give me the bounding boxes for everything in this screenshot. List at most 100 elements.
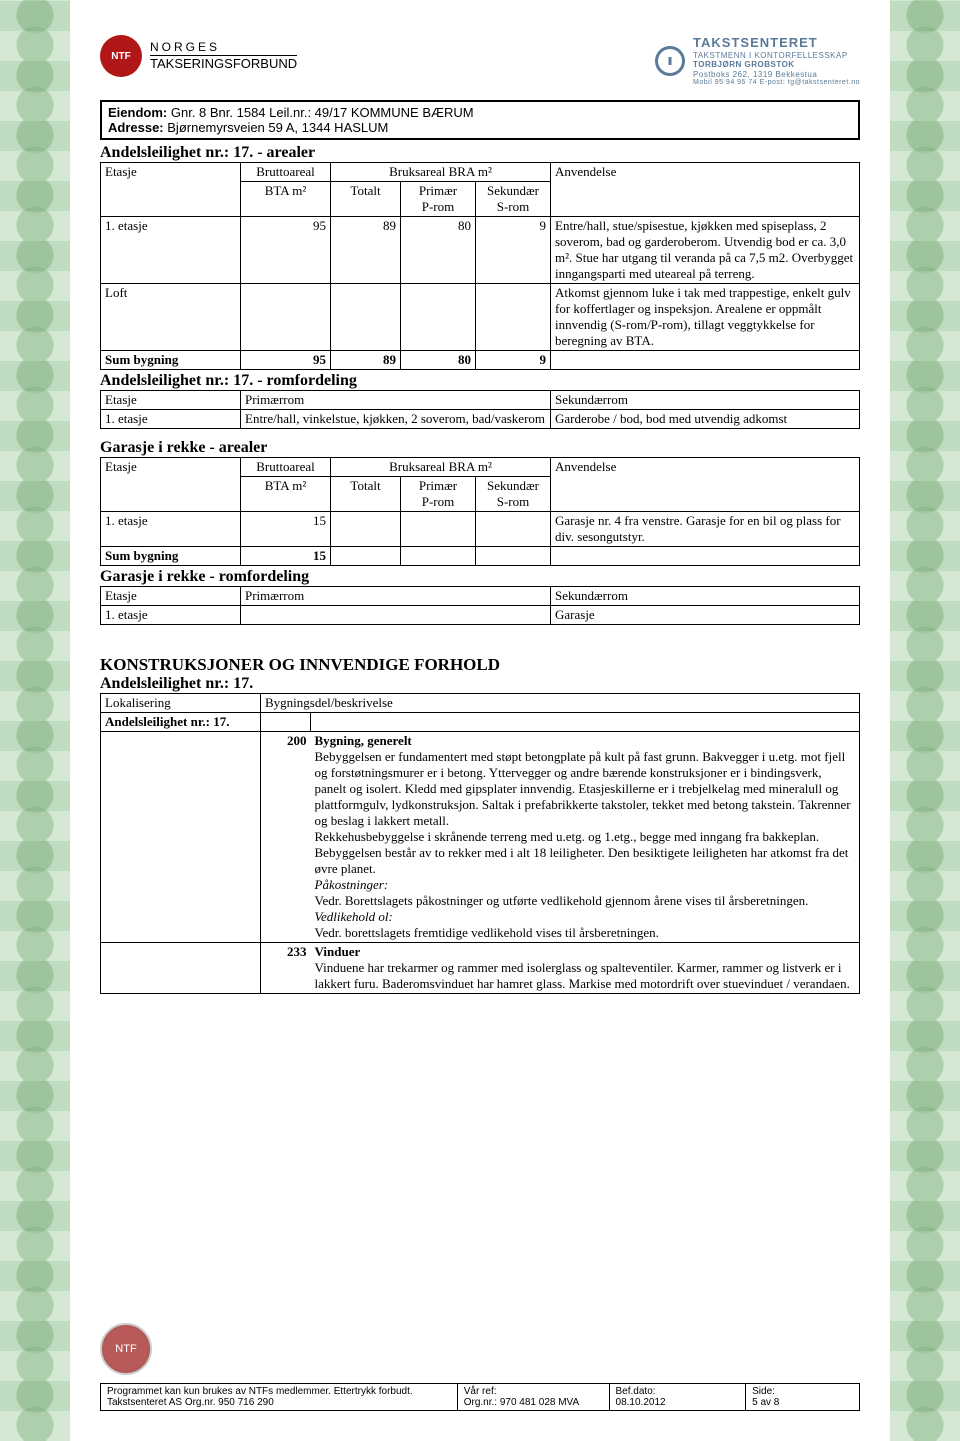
r1-etasje: 1. etasje bbox=[101, 216, 241, 283]
ntf-badge-icon bbox=[100, 35, 142, 77]
table-row: Lokalisering Bygningsdel/beskrivelse bbox=[101, 693, 860, 712]
konstr-table: Lokalisering Bygningsdel/beskrivelse And… bbox=[100, 693, 860, 994]
a2-h-primar: Primær P-rom bbox=[401, 476, 476, 511]
right-border-decor bbox=[890, 0, 960, 1441]
property-box: Eiendom: Gnr. 8 Bnr. 1584 Leil.nr.: 49/1… bbox=[100, 100, 860, 140]
ts-sub2: TORBJØRN GROBSTOK bbox=[693, 60, 860, 70]
ts-sub4: Mobil 95 94 95 74 E-post: tg@takstsenter… bbox=[693, 79, 860, 87]
a2-h-primar-2: P-rom bbox=[422, 494, 455, 509]
a2-h-sek-2: S-rom bbox=[497, 494, 530, 509]
a2-r1-etasje: 1. etasje bbox=[101, 511, 241, 546]
table-row: Etasje Primærrom Sekundærrom bbox=[101, 390, 860, 409]
eiendom-value: Gnr. 8 Bnr. 1584 Leil.nr.: 49/17 KOMMUNE… bbox=[171, 105, 474, 120]
r2-etasje: Loft bbox=[101, 283, 241, 350]
romf2-title: Garasje i rekke - romfordeling bbox=[100, 568, 860, 586]
romf2-table: Etasje Primærrom Sekundærrom 1. etasje G… bbox=[100, 586, 860, 625]
footer-line2: Takstsenteret AS Org.nr. 950 716 290 bbox=[107, 1397, 451, 1408]
romf1-r1-2: Entre/hall, vinkelstue, kjøkken, 2 sover… bbox=[241, 409, 551, 428]
romf1-table: Etasje Primærrom Sekundærrom 1. etasje E… bbox=[100, 390, 860, 429]
bef-val: 08.10.2012 bbox=[616, 1397, 740, 1408]
table-row: 233 Vinduer Vinduene har trekarmer og ra… bbox=[101, 942, 860, 993]
romf1-h1: Etasje bbox=[101, 390, 241, 409]
h-bta: BTA m² bbox=[241, 181, 331, 216]
ntf-logo-block: NORGES TAKSERINGSFORBUND bbox=[100, 35, 297, 77]
romf2-h3: Sekundærrom bbox=[551, 586, 860, 605]
c200-body2: Rekkehusbebyggelse i skrånende terreng m… bbox=[315, 829, 856, 877]
table-row: Loft Atkomst gjennom luke i tak med trap… bbox=[101, 283, 860, 350]
page: NORGES TAKSERINGSFORBUND TAKSTSENTERET T… bbox=[0, 0, 960, 1441]
r1-prim: 80 bbox=[401, 216, 476, 283]
a2-h-anv: Anvendelse bbox=[551, 457, 860, 511]
sum-tot: 89 bbox=[331, 350, 401, 369]
footer-cell-ref: Vår ref: Org.nr.: 970 481 028 MVA bbox=[457, 1384, 609, 1411]
h-sek-2: S-rom bbox=[497, 199, 530, 214]
a2-h-primar-1: Primær bbox=[419, 478, 457, 493]
konstr-h-del: Bygningsdel/beskrivelse bbox=[261, 693, 860, 712]
romf2-r1-1: 1. etasje bbox=[101, 605, 241, 624]
table-row: Etasje Bruttoareal Bruksareal BRA m² Anv… bbox=[101, 162, 860, 181]
c200-ved: Vedr. borettslagets fremtidige vedlikeho… bbox=[315, 925, 856, 941]
h-primar-2: P-rom bbox=[422, 199, 455, 214]
table-row: Etasje Primærrom Sekundærrom bbox=[101, 586, 860, 605]
c233-head: Vinduer bbox=[315, 944, 856, 960]
ntf-line1: NORGES bbox=[150, 41, 297, 56]
table-row: 1. etasje 95 89 80 9 Entre/hall, stue/sp… bbox=[101, 216, 860, 283]
side-val: 5 av 8 bbox=[752, 1397, 853, 1408]
table-row: 1. etasje 15 Garasje nr. 4 fra venstre. … bbox=[101, 511, 860, 546]
r1-sek: 9 bbox=[476, 216, 551, 283]
h-sekundar: Sekundær S-rom bbox=[476, 181, 551, 216]
ts-sub3: Postboks 262, 1319 Bekkestua bbox=[693, 70, 860, 80]
c200-head: Bygning, generelt bbox=[315, 733, 856, 749]
a2-sum-bta: 15 bbox=[241, 546, 331, 565]
ntf-bottom-badge-icon: NTF bbox=[100, 1323, 152, 1375]
ts-circle-icon bbox=[655, 46, 685, 76]
eiendom-label: Eiendom: bbox=[108, 105, 167, 120]
romf1-r1-3: Garderobe / bod, bod med utvendig adkoms… bbox=[551, 409, 860, 428]
header: NORGES TAKSERINGSFORBUND TAKSTSENTERET T… bbox=[100, 35, 860, 88]
a2-r1-anv: Garasje nr. 4 fra venstre. Garasje for e… bbox=[551, 511, 860, 546]
konstr-sub-title: Andelsleilighet nr.: 17. bbox=[100, 675, 860, 693]
c233-body: Vinduene har trekarmer og rammer med iso… bbox=[315, 960, 856, 992]
a2-sum-label: Sum bygning bbox=[101, 546, 241, 565]
footer: NTF Programmet kan kun brukes av NTFs me… bbox=[100, 1323, 860, 1411]
ref-label: Vår ref: bbox=[464, 1386, 603, 1397]
c200-pak: Vedr. Borettslagets påkostninger og utfø… bbox=[315, 893, 856, 909]
sum-bta: 95 bbox=[241, 350, 331, 369]
footer-cell-bef: Bef.dato: 08.10.2012 bbox=[609, 1384, 746, 1411]
footer-line1: Programmet kan kun brukes av NTFs medlem… bbox=[107, 1386, 451, 1397]
h-primar: Primær P-rom bbox=[401, 181, 476, 216]
konstr-lok: Andelsleilighet nr.: 17. bbox=[101, 712, 261, 731]
left-border-decor bbox=[0, 0, 70, 1441]
h-brutto: Bruttoareal bbox=[241, 162, 331, 181]
adresse-label: Adresse: bbox=[108, 120, 164, 135]
c200-pak-label: Påkostninger: bbox=[315, 877, 856, 893]
r1-anv: Entre/hall, stue/spisestue, kjøkken med … bbox=[551, 216, 860, 283]
bef-label: Bef.dato: bbox=[616, 1386, 740, 1397]
table-row: 1. etasje Garasje bbox=[101, 605, 860, 624]
ts-sub1: TAKSTMENN I KONTORFELLESSKAP bbox=[693, 51, 860, 61]
h-primar-1: Primær bbox=[419, 183, 457, 198]
ntf-text: NORGES TAKSERINGSFORBUND bbox=[150, 41, 297, 71]
code-233: 233 bbox=[261, 942, 311, 993]
sum-sek: 9 bbox=[476, 350, 551, 369]
romf1-title: Andelsleilighet nr.: 17. - romfordeling bbox=[100, 372, 860, 390]
c200-ved-label: Vedlikehold ol: bbox=[315, 909, 856, 925]
areal1-title: Andelsleilighet nr.: 17. - arealer bbox=[100, 144, 860, 162]
areal2-table: Etasje Bruttoareal Bruksareal BRA m² Anv… bbox=[100, 457, 860, 566]
takstsenteret-logo-block: TAKSTSENTERET TAKSTMENN I KONTORFELLESSK… bbox=[655, 35, 860, 88]
a2-h-bta: BTA m² bbox=[241, 476, 331, 511]
romf1-h3: Sekundærrom bbox=[551, 390, 860, 409]
footer-cell-left: Programmet kan kun brukes av NTFs medlem… bbox=[101, 1384, 458, 1411]
r2-anv: Atkomst gjennom luke i tak med trappesti… bbox=[551, 283, 860, 350]
a2-h-brutto: Bruttoareal bbox=[241, 457, 331, 476]
c200-body: Bebyggelsen er fundamentert med støpt be… bbox=[315, 749, 856, 829]
h-etasje: Etasje bbox=[101, 162, 241, 216]
areal2-title: Garasje i rekke - arealer bbox=[100, 439, 860, 457]
table-row: Programmet kan kun brukes av NTFs medlem… bbox=[101, 1384, 860, 1411]
footer-table: Programmet kan kun brukes av NTFs medlem… bbox=[100, 1383, 860, 1411]
sum-label: Sum bygning bbox=[101, 350, 241, 369]
table-row: Sum bygning 15 bbox=[101, 546, 860, 565]
a2-h-sekundar: Sekundær S-rom bbox=[476, 476, 551, 511]
a2-h-sek-1: Sekundær bbox=[487, 478, 539, 493]
h-totalt: Totalt bbox=[331, 181, 401, 216]
